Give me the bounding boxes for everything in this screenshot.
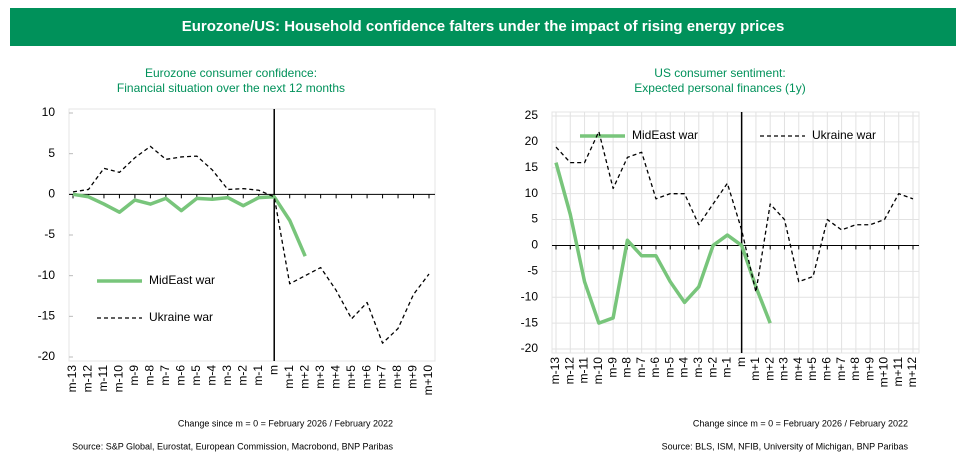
x-tick-label: m+9 bbox=[406, 365, 420, 389]
x-tick-label: m+3 bbox=[313, 365, 327, 389]
series-line bbox=[72, 145, 430, 344]
y-tick-label: 0 bbox=[531, 238, 538, 252]
x-tick-label: m+7 bbox=[834, 357, 848, 381]
y-tick-label: -15 bbox=[38, 309, 56, 323]
note: Change since m = 0 = February 2026 / Feb… bbox=[178, 418, 393, 428]
x-tick-label: m-1 bbox=[720, 357, 734, 378]
chart-title: Expected personal finances (1y) bbox=[634, 81, 805, 95]
y-tick-label: -5 bbox=[527, 264, 538, 278]
y-tick-label: 5 bbox=[531, 212, 538, 226]
x-tick-label: m-13 bbox=[548, 357, 562, 385]
x-tick-label: m+4 bbox=[791, 357, 805, 381]
note: Change since m = 0 = February 2026 / Feb… bbox=[693, 418, 908, 428]
x-tick-label: m-11 bbox=[96, 365, 110, 392]
plot-frame bbox=[68, 108, 436, 362]
x-tick-label: m+11 bbox=[891, 357, 905, 387]
x-tick-label: m-8 bbox=[620, 357, 634, 378]
y-tick-label: 25 bbox=[525, 108, 539, 122]
x-tick-label: m-11 bbox=[577, 357, 591, 384]
x-tick-label: m+3 bbox=[777, 357, 791, 381]
y-tick-label: -20 bbox=[521, 341, 539, 355]
y-tick-label: 20 bbox=[525, 134, 539, 148]
y-tick-label: 15 bbox=[525, 160, 539, 174]
chart-title: US consumer sentiment: bbox=[654, 66, 785, 80]
y-tick-label: -15 bbox=[521, 315, 539, 329]
x-tick-label: m+2 bbox=[762, 357, 776, 381]
x-tick-label: m+10 bbox=[877, 357, 891, 388]
plot-frame bbox=[551, 111, 920, 354]
x-tick-label: m+6 bbox=[819, 357, 833, 381]
source: Source: S&P Global, Eurostat, European C… bbox=[72, 441, 393, 451]
x-tick-label: m-12 bbox=[562, 357, 576, 385]
y-tick-label: -10 bbox=[38, 268, 56, 282]
series-line bbox=[72, 192, 307, 257]
x-tick-label: m+2 bbox=[297, 365, 311, 389]
x-tick-label: m-13 bbox=[65, 365, 79, 393]
x-tick-label: m-5 bbox=[189, 365, 203, 386]
x-tick-label: m-3 bbox=[691, 357, 705, 378]
x-tick-label: m+5 bbox=[805, 357, 819, 381]
x-tick-label: m-4 bbox=[204, 365, 218, 386]
x-tick-label: m bbox=[266, 365, 280, 375]
x-tick-label: m-4 bbox=[677, 357, 691, 378]
y-tick-label: 5 bbox=[48, 146, 55, 160]
x-tick-label: m-12 bbox=[81, 365, 95, 393]
x-tick-label: m-1 bbox=[251, 365, 265, 386]
y-tick-label: 0 bbox=[48, 187, 55, 201]
x-tick-label: m+7 bbox=[375, 365, 389, 389]
series-line bbox=[555, 130, 914, 293]
x-tick-label: m-6 bbox=[648, 357, 662, 378]
x-tick-label: m-10 bbox=[112, 365, 126, 393]
legend-label: Ukraine war bbox=[149, 310, 213, 324]
x-tick-label: m-9 bbox=[127, 365, 141, 386]
y-tick-label: 10 bbox=[525, 186, 539, 200]
y-tick-label: -20 bbox=[38, 349, 56, 363]
x-tick-label: m-3 bbox=[220, 365, 234, 386]
legend-label: MidEast war bbox=[149, 273, 215, 287]
x-tick-label: m-6 bbox=[174, 365, 188, 386]
x-tick-label: m+1 bbox=[282, 365, 296, 389]
x-tick-label: m+6 bbox=[359, 365, 373, 389]
y-tick-label: 10 bbox=[42, 105, 56, 119]
x-tick-label: m+1 bbox=[748, 357, 762, 381]
x-tick-label: m+5 bbox=[344, 365, 358, 389]
banner-title: Eurozone/US: Household confidence falter… bbox=[182, 18, 785, 35]
legend-label: Ukraine war bbox=[812, 128, 876, 142]
x-tick-label: m-10 bbox=[591, 357, 605, 385]
x-tick-label: m-5 bbox=[662, 357, 676, 378]
x-tick-label: m-2 bbox=[705, 357, 719, 378]
x-tick-label: m-2 bbox=[235, 365, 249, 386]
x-tick-label: m+8 bbox=[390, 365, 404, 389]
chart-title: Financial situation over the next 12 mon… bbox=[117, 81, 345, 95]
x-tick-label: m bbox=[734, 357, 748, 367]
x-tick-label: m+10 bbox=[421, 365, 435, 396]
x-tick-label: m-7 bbox=[158, 365, 172, 386]
banner bbox=[10, 8, 956, 46]
x-tick-label: m+4 bbox=[328, 365, 342, 389]
series-line bbox=[554, 162, 772, 325]
x-tick-label: m-8 bbox=[143, 365, 157, 386]
x-tick-label: m+12 bbox=[905, 357, 919, 388]
source: Source: BLS, ISM, NFIB, University of Mi… bbox=[662, 441, 909, 451]
x-tick-label: m+9 bbox=[862, 357, 876, 381]
x-tick-label: m-7 bbox=[634, 357, 648, 378]
y-tick-label: -10 bbox=[521, 289, 539, 303]
x-tick-label: m+8 bbox=[848, 357, 862, 381]
legend-label: MidEast war bbox=[632, 128, 698, 142]
chart-title: Eurozone consumer confidence: bbox=[145, 66, 317, 80]
x-tick-label: m-9 bbox=[605, 357, 619, 378]
y-tick-label: -5 bbox=[44, 227, 55, 241]
